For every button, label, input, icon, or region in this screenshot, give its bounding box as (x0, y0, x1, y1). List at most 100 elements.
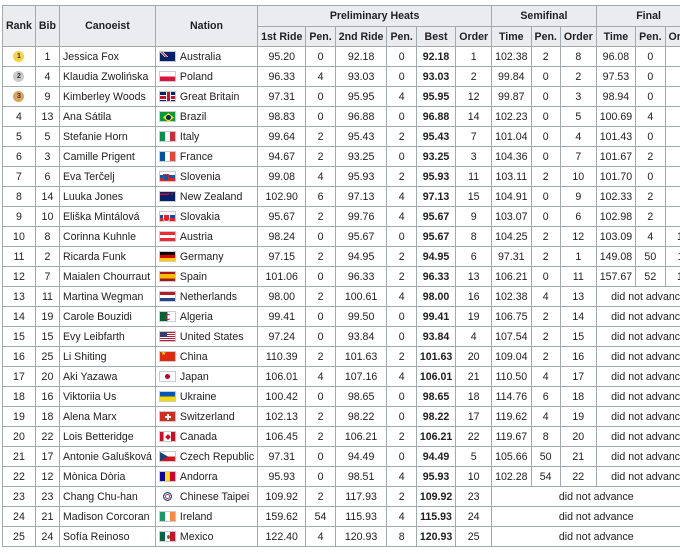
pen-1-cell: 4 (305, 526, 336, 547)
header-preliminary-heats: Preliminary Heats (257, 5, 493, 27)
f-pen-cell: 2 (635, 206, 666, 227)
canoeist-name: Carole Bouzidi (58, 306, 156, 327)
header-sf-time[interactable]: Time (491, 26, 532, 47)
f-time-cell: 149.08 (595, 246, 637, 267)
header-rank[interactable]: Rank (2, 5, 36, 47)
nation-wrapper: Slovenia (158, 170, 254, 183)
best-cell: 95.95 (415, 86, 457, 107)
order-cell: 15 (455, 186, 493, 207)
nation-cell: Netherlands (154, 286, 259, 307)
sf-time-cell: 110.50 (491, 366, 532, 387)
nation-link[interactable]: Netherlands (179, 290, 238, 303)
header-bib[interactable]: Bib (34, 5, 60, 47)
bib-cell: 16 (34, 386, 60, 407)
order-cell: 20 (455, 346, 493, 367)
nation-cell: Algeria (154, 306, 259, 327)
f-order-cell: 1 (664, 46, 680, 67)
header-sf-order[interactable]: Order (559, 26, 597, 47)
bronze-medal-icon: 3 (13, 91, 25, 103)
nation-link[interactable]: Slovakia (179, 210, 220, 223)
canoeist-name: Antonie Galušková (58, 446, 156, 467)
nation-link[interactable]: Ukraine (179, 390, 217, 403)
f-order-cell: 5 (664, 126, 680, 147)
header-f-order[interactable]: Order (664, 26, 680, 47)
nation-link[interactable]: Germany (179, 250, 224, 263)
nation-link[interactable]: New Zealand (179, 190, 243, 203)
header-best[interactable]: Best (415, 26, 457, 47)
pen-2-cell: 0 (386, 326, 417, 347)
second-ride-cell: 96.33 (334, 266, 388, 287)
header-second-ride[interactable]: 2nd Ride (334, 26, 388, 47)
header-pen-1[interactable]: Pen. (305, 26, 336, 47)
nation-cell: China (154, 346, 259, 367)
bib-cell: 8 (34, 226, 60, 247)
nation-link[interactable]: China (179, 350, 208, 363)
bib-cell: 21 (34, 506, 60, 527)
nation-cell: Brazil (154, 106, 259, 127)
header-first-ride[interactable]: 1st Ride (257, 26, 307, 47)
flag-and-icon (158, 471, 176, 482)
nation-link[interactable]: Algeria (179, 310, 213, 323)
order-cell: 9 (455, 206, 493, 227)
nation-wrapper: Ireland (158, 510, 254, 523)
bib-cell: 18 (34, 406, 60, 427)
table-row: 19 18 Alena Marx Switzerland 102.13 2 98.22 0 98… (2, 406, 680, 427)
sf-order-cell: 20 (559, 426, 597, 447)
nation-link[interactable]: Chinese Taipei (179, 490, 250, 503)
sf-order-cell: 4 (559, 126, 597, 147)
pen-1-cell: 0 (305, 386, 336, 407)
nation-link[interactable]: Poland (179, 70, 213, 83)
sf-time-cell: 102.28 (491, 466, 532, 487)
f-order-cell: 7 (664, 166, 680, 187)
nation-link[interactable]: Canada (179, 430, 218, 443)
canoeist-name: Luuka Jones (58, 186, 156, 207)
nation-cell: Andorra (154, 466, 259, 487)
nation-link[interactable]: Brazil (179, 110, 207, 123)
nation-link[interactable]: Great Britain (179, 90, 240, 103)
nation-link[interactable]: Ireland (179, 510, 213, 523)
canoeist-name: Klaudia Zwolińska (58, 66, 156, 87)
header-f-pen[interactable]: Pen. (635, 26, 666, 47)
best-cell: 95.93 (415, 166, 457, 187)
header-f-time[interactable]: Time (595, 26, 637, 47)
sf-order-cell: 10 (559, 166, 597, 187)
nation-link[interactable]: Mexico (179, 530, 214, 543)
bib-cell: 15 (34, 326, 60, 347)
nation-link[interactable]: Czech Republic (179, 450, 255, 463)
header-sf-pen[interactable]: Pen. (530, 26, 561, 47)
nation-link[interactable]: Australia (179, 50, 222, 63)
rank-cell: 5 (2, 126, 36, 147)
nation-link[interactable]: Spain (179, 270, 208, 283)
nation-link[interactable]: Switzerland (179, 410, 235, 423)
bib-cell: 20 (34, 366, 60, 387)
header-nation[interactable]: Nation (154, 5, 259, 47)
sf-time-cell: 109.04 (491, 346, 532, 367)
best-cell: 95.67 (415, 206, 457, 227)
f-order-cell: 6 (664, 146, 680, 167)
nation-link[interactable]: Japan (179, 370, 209, 383)
nation-link[interactable]: Austria (179, 230, 213, 243)
header-pen-2[interactable]: Pen. (386, 26, 417, 47)
nation-link[interactable]: Slovenia (179, 170, 221, 183)
canoeist-name: Madison Corcoran (58, 506, 156, 527)
order-cell: 5 (455, 446, 493, 467)
order-cell: 7 (455, 126, 493, 147)
nation-link[interactable]: United States (179, 330, 244, 343)
nation-link[interactable]: France (179, 150, 213, 163)
header-order[interactable]: Order (455, 26, 493, 47)
flag-usa-icon (158, 331, 176, 342)
nation-cell: Ireland (154, 506, 259, 527)
sf-time-cell: 106.21 (491, 266, 532, 287)
sf-time-cell: 99.84 (491, 66, 532, 87)
header-canoeist[interactable]: Canoeist (58, 5, 156, 47)
bib-cell: 6 (34, 166, 60, 187)
flag-ukr-icon (158, 391, 176, 402)
nation-link[interactable]: Andorra (179, 470, 218, 483)
nation-link[interactable]: Italy (179, 130, 200, 143)
rank-cell: 18 (2, 386, 36, 407)
nation-wrapper: Switzerland (158, 410, 254, 423)
f-pen-cell: 2 (635, 186, 666, 207)
flag-cze-icon (158, 451, 176, 462)
table-row: 9 10 Eliška Mintálová Slovakia 95.67 2 99.76 4 9… (2, 206, 680, 227)
pen-2-cell: 2 (386, 426, 417, 447)
